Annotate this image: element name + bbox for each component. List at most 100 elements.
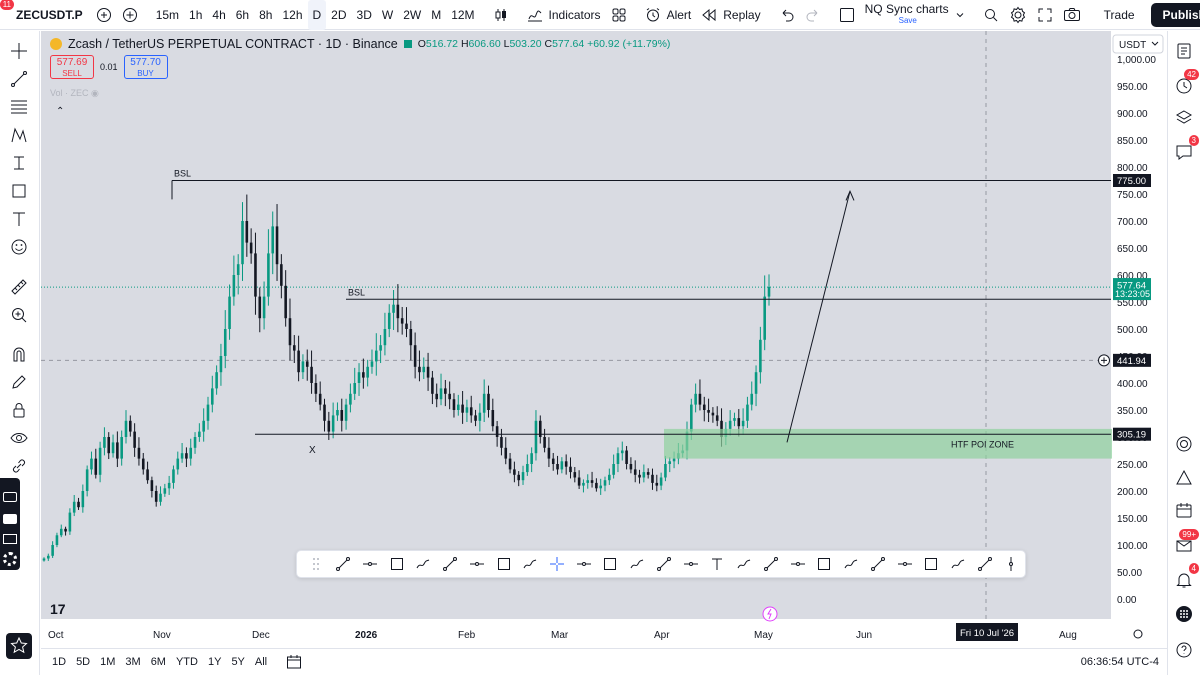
signpost-icon[interactable] xyxy=(891,552,918,576)
favorites-star-icon[interactable] xyxy=(6,633,32,659)
publish-button[interactable]: Publish xyxy=(1150,2,1200,27)
range-1y[interactable]: 1Y xyxy=(207,656,222,668)
notifications-icon[interactable]: 99+ xyxy=(1173,529,1199,557)
range-3m[interactable]: 3M xyxy=(125,656,141,668)
timeframe-m[interactable]: M xyxy=(431,7,442,22)
add-symbol-icon[interactable] xyxy=(91,0,117,30)
text-icon[interactable] xyxy=(8,208,30,230)
pencil-lock-icon[interactable] xyxy=(8,371,30,393)
range-5d[interactable]: 5D xyxy=(76,656,91,668)
polyline-icon[interactable] xyxy=(677,552,704,576)
candles-icon[interactable] xyxy=(488,0,514,30)
range-6m[interactable]: 6M xyxy=(150,656,166,668)
channel-icon[interactable] xyxy=(490,552,517,576)
fullscreen-icon[interactable] xyxy=(1032,0,1058,30)
undo-icon[interactable] xyxy=(774,0,800,30)
range-icon[interactable] xyxy=(971,552,998,576)
camera-icon[interactable] xyxy=(1058,0,1086,30)
alert-button[interactable]: Alert xyxy=(640,0,697,30)
flag-icon[interactable] xyxy=(838,552,865,576)
replay-button[interactable]: Replay xyxy=(696,0,765,30)
buy-button[interactable]: 577.70 BUY xyxy=(123,55,168,79)
redo-icon[interactable] xyxy=(800,0,826,30)
range-ytd[interactable]: YTD xyxy=(175,656,198,668)
elliott-wave-icon[interactable] xyxy=(918,552,945,576)
drag-handle-icon[interactable] xyxy=(303,552,330,576)
templates-icon[interactable] xyxy=(606,0,632,30)
timeframe-12m[interactable]: 12M xyxy=(451,7,475,22)
indicators-button[interactable]: Indicators xyxy=(522,0,606,30)
range-1d[interactable]: 1D xyxy=(52,656,67,668)
vertical-line-icon[interactable] xyxy=(998,552,1025,576)
text-icon[interactable] xyxy=(704,552,731,576)
link-icon[interactable] xyxy=(8,455,30,477)
parallel-channel-icon[interactable] xyxy=(864,552,891,576)
zoom-in-icon[interactable] xyxy=(8,304,30,326)
camera-icon[interactable] xyxy=(3,492,17,502)
timeframe-6h[interactable]: 6h xyxy=(235,7,250,22)
watchlist-icon[interactable] xyxy=(1173,40,1195,62)
layers-icon[interactable] xyxy=(1173,107,1195,129)
lock-icon[interactable] xyxy=(8,399,30,421)
target-icon[interactable] xyxy=(1173,433,1195,455)
path-icon[interactable] xyxy=(597,552,624,576)
horizontal-ray-icon[interactable] xyxy=(437,552,464,576)
window-icon[interactable] xyxy=(3,534,17,544)
callout-icon[interactable] xyxy=(517,552,544,576)
crosshair-icon[interactable] xyxy=(544,552,571,576)
arrow-marker-icon[interactable] xyxy=(811,552,838,576)
collapse-chevron-icon[interactable]: ⌃ xyxy=(56,106,65,117)
trade-button[interactable]: Trade xyxy=(1103,7,1135,22)
geometric-shapes-icon[interactable] xyxy=(8,180,30,202)
trend-line-icon[interactable] xyxy=(8,68,30,90)
bell-icon[interactable]: 4 xyxy=(1173,563,1199,591)
price-chart[interactable]: USDT 1,000.00 950.00 900.00 850.00 800.00 750.… xyxy=(41,31,1167,643)
timeframe-8h[interactable]: 8h xyxy=(259,7,273,22)
timeframe-3d[interactable]: 3D xyxy=(356,7,372,22)
video-icon[interactable] xyxy=(3,514,17,524)
timeframe-4h[interactable]: 4h xyxy=(212,7,226,22)
utc-clock[interactable]: 06:36:54 UTC-4 xyxy=(1080,656,1159,668)
help-icon[interactable] xyxy=(1173,639,1195,661)
comment-icon[interactable] xyxy=(757,552,784,576)
range-1m[interactable]: 1M xyxy=(100,656,116,668)
timeframe-1h[interactable]: 1h xyxy=(189,7,203,22)
settings-icon[interactable] xyxy=(3,552,17,566)
timeframe-12h[interactable]: 12h xyxy=(282,7,303,22)
magnet-icon[interactable] xyxy=(8,343,30,365)
fib-retracement-icon[interactable] xyxy=(463,552,490,576)
pitchfork-icon[interactable] xyxy=(570,552,597,576)
ideas-icon[interactable] xyxy=(1173,467,1195,489)
projection-icon[interactable] xyxy=(784,552,811,576)
hide-eye-icon[interactable]: ◉ xyxy=(91,88,99,98)
brush-icon[interactable] xyxy=(624,552,651,576)
long-position-icon[interactable] xyxy=(410,552,437,576)
apps-grid-icon[interactable] xyxy=(1173,603,1195,625)
layout-button[interactable]: NQ Sync charts Save xyxy=(834,0,970,30)
horizontal-line-icon[interactable] xyxy=(356,552,383,576)
fib-icon[interactable] xyxy=(8,96,30,118)
range-5y[interactable]: 5Y xyxy=(231,656,245,668)
pencil-icon[interactable] xyxy=(945,552,972,576)
quick-search-icon[interactable] xyxy=(978,0,1004,30)
eye-icon[interactable] xyxy=(8,427,30,449)
calendar-icon[interactable] xyxy=(1173,499,1195,521)
note-icon[interactable] xyxy=(731,552,758,576)
compare-icon[interactable] xyxy=(117,0,143,30)
sell-button[interactable]: 577.69 SELL xyxy=(50,55,94,79)
settings-gear-icon[interactable] xyxy=(1004,0,1032,30)
chat-icon[interactable]: 3 xyxy=(1173,135,1199,163)
go-to-date-icon[interactable] xyxy=(286,654,302,670)
timeframe-2w[interactable]: 2W xyxy=(403,7,422,22)
range-all[interactable]: All xyxy=(254,656,268,668)
timeframe-w[interactable]: W xyxy=(381,7,394,22)
rectangle-icon[interactable] xyxy=(383,552,410,576)
timeframe-2d[interactable]: 2D xyxy=(331,7,347,22)
ruler-icon[interactable] xyxy=(8,276,30,298)
prediction-icon[interactable] xyxy=(8,152,30,174)
pattern-icon[interactable] xyxy=(8,124,30,146)
emoji-icon[interactable] xyxy=(8,236,30,258)
arrow-icon[interactable] xyxy=(651,552,678,576)
timeframe-d[interactable]: D xyxy=(307,0,327,30)
timeframe-15m[interactable]: 15m xyxy=(155,7,180,22)
